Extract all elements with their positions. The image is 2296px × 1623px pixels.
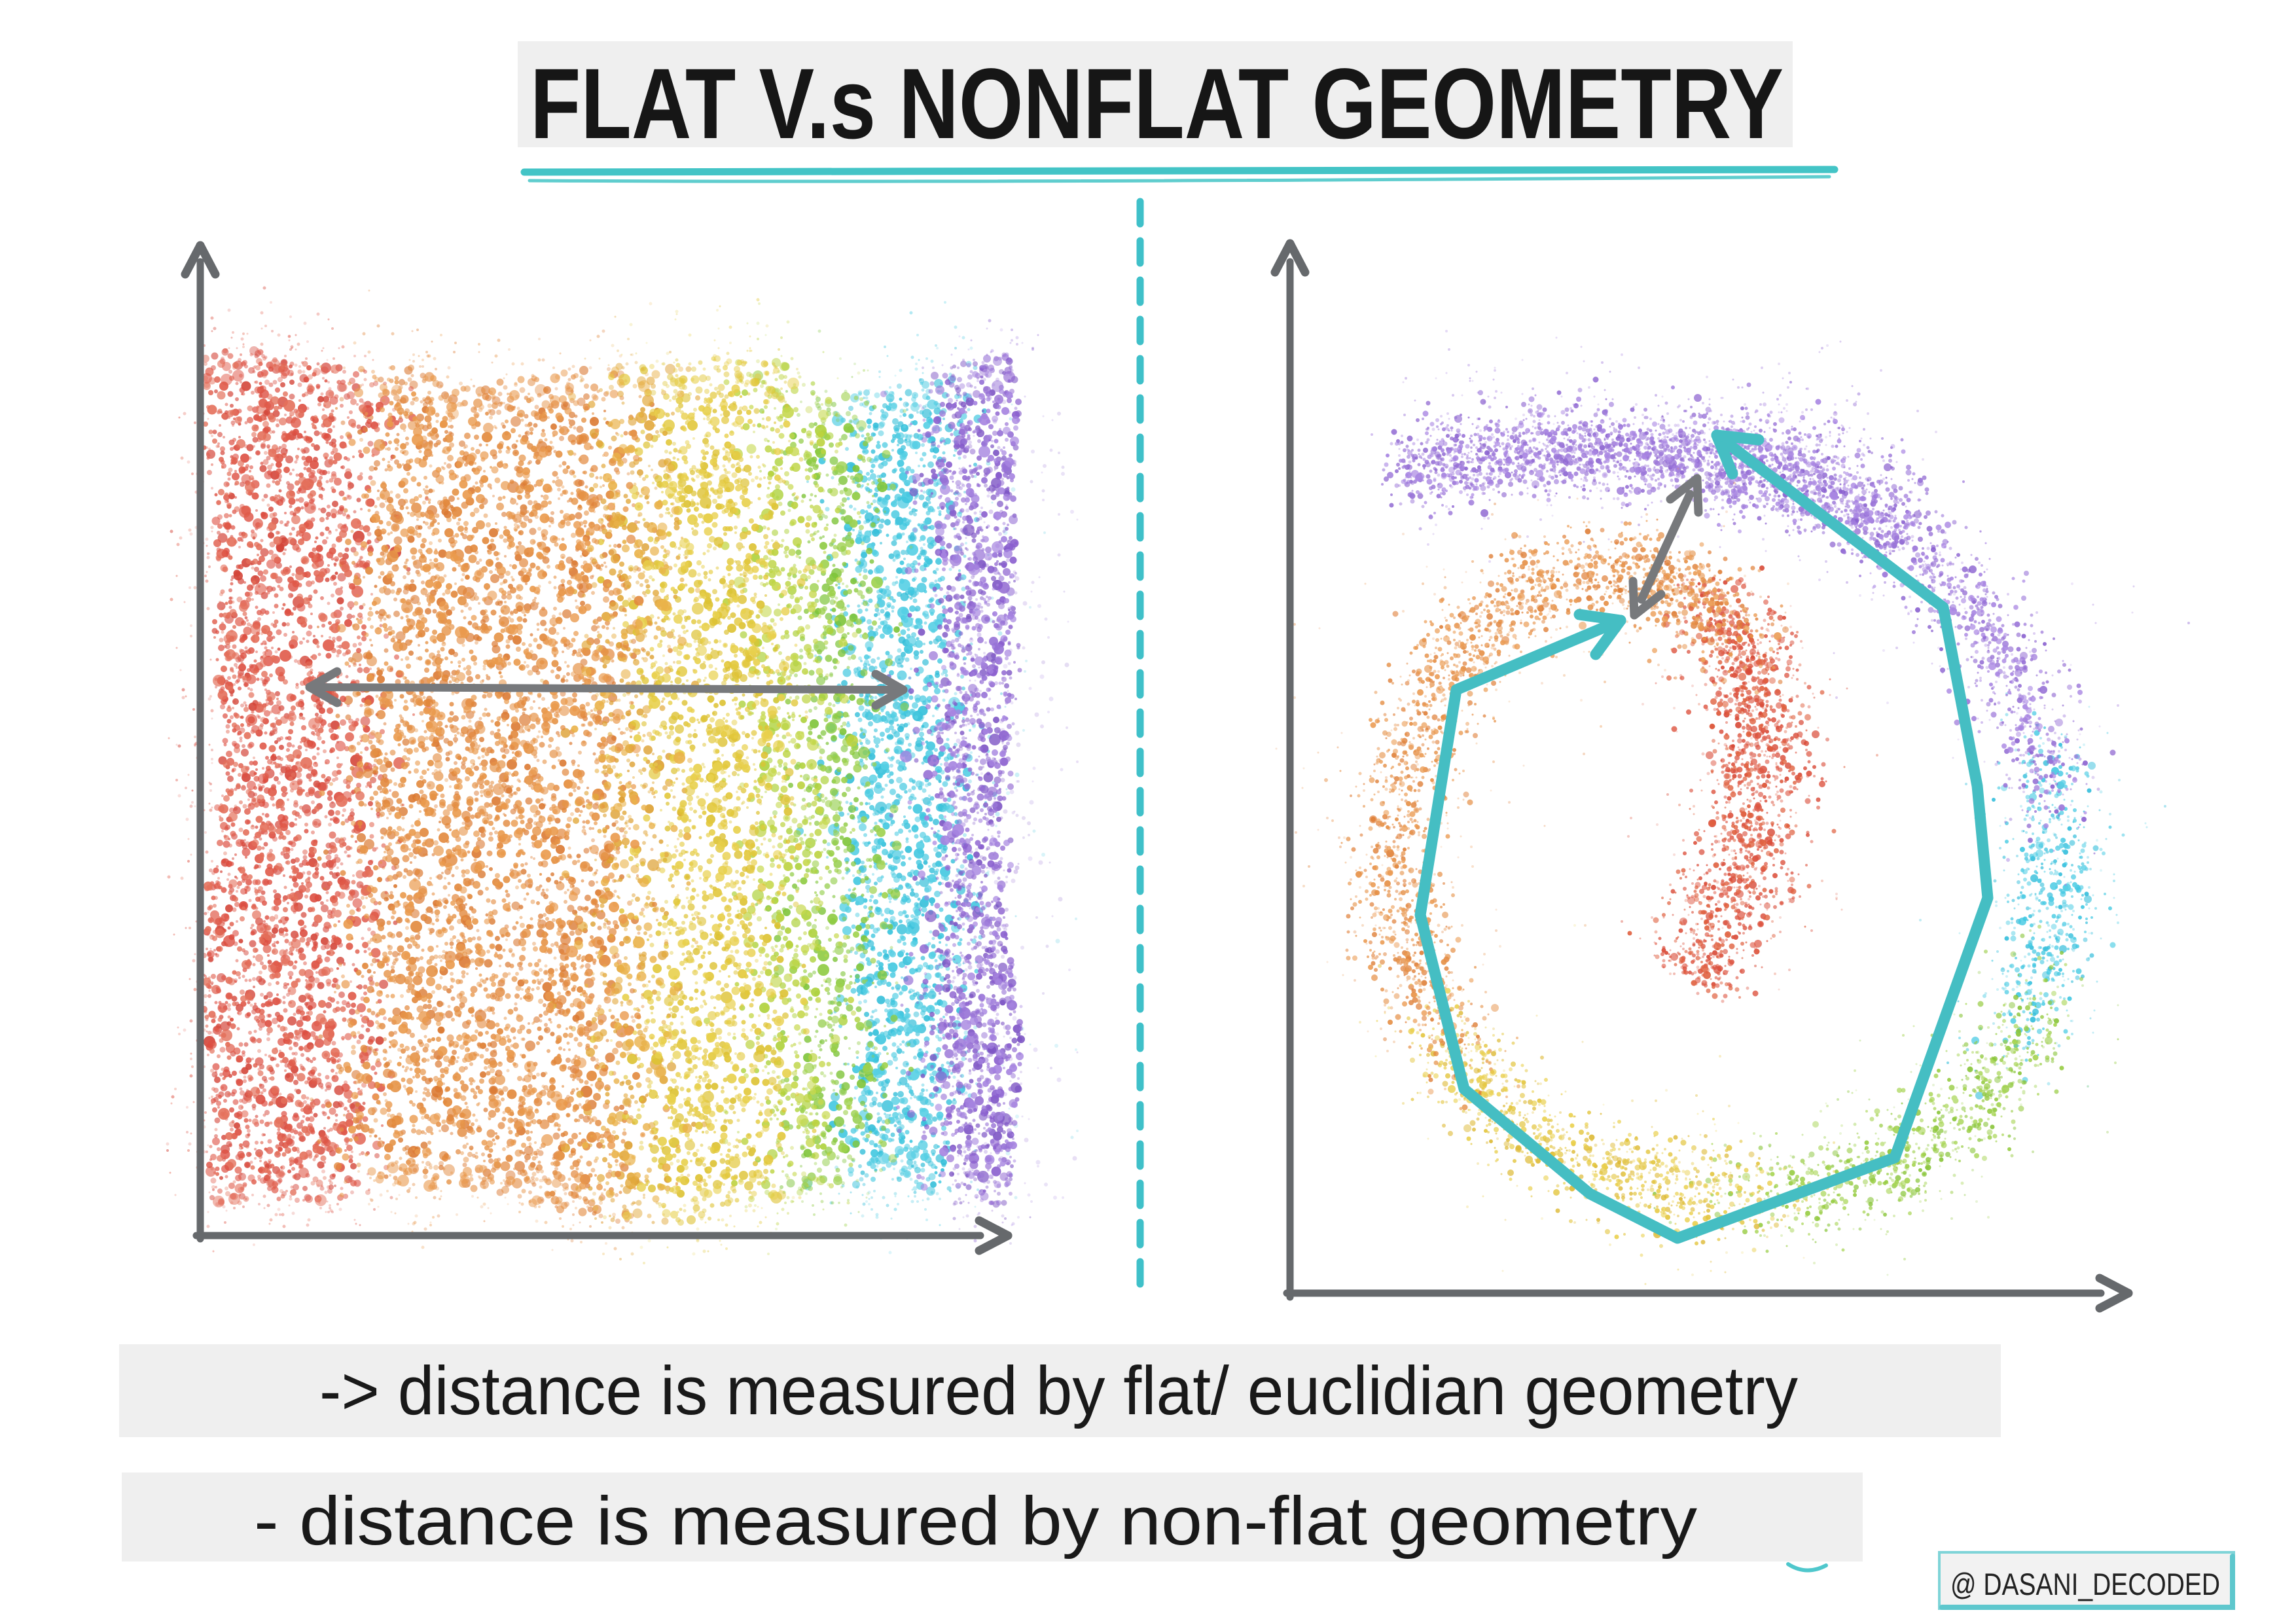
svg-text:- distance is measured by non-: - distance is measured by non-flat geome…: [254, 1483, 1698, 1560]
svg-text:@ DASANI_DECODED: @ DASANI_DECODED: [1950, 1567, 2220, 1601]
svg-text:-> distance is measured by fla: -> distance is measured by flat/ euclidi…: [319, 1353, 1798, 1429]
svg-text:FLAT V.s NONFLAT GEOMETRY: FLAT V.s NONFLAT GEOMETRY: [530, 48, 1784, 160]
